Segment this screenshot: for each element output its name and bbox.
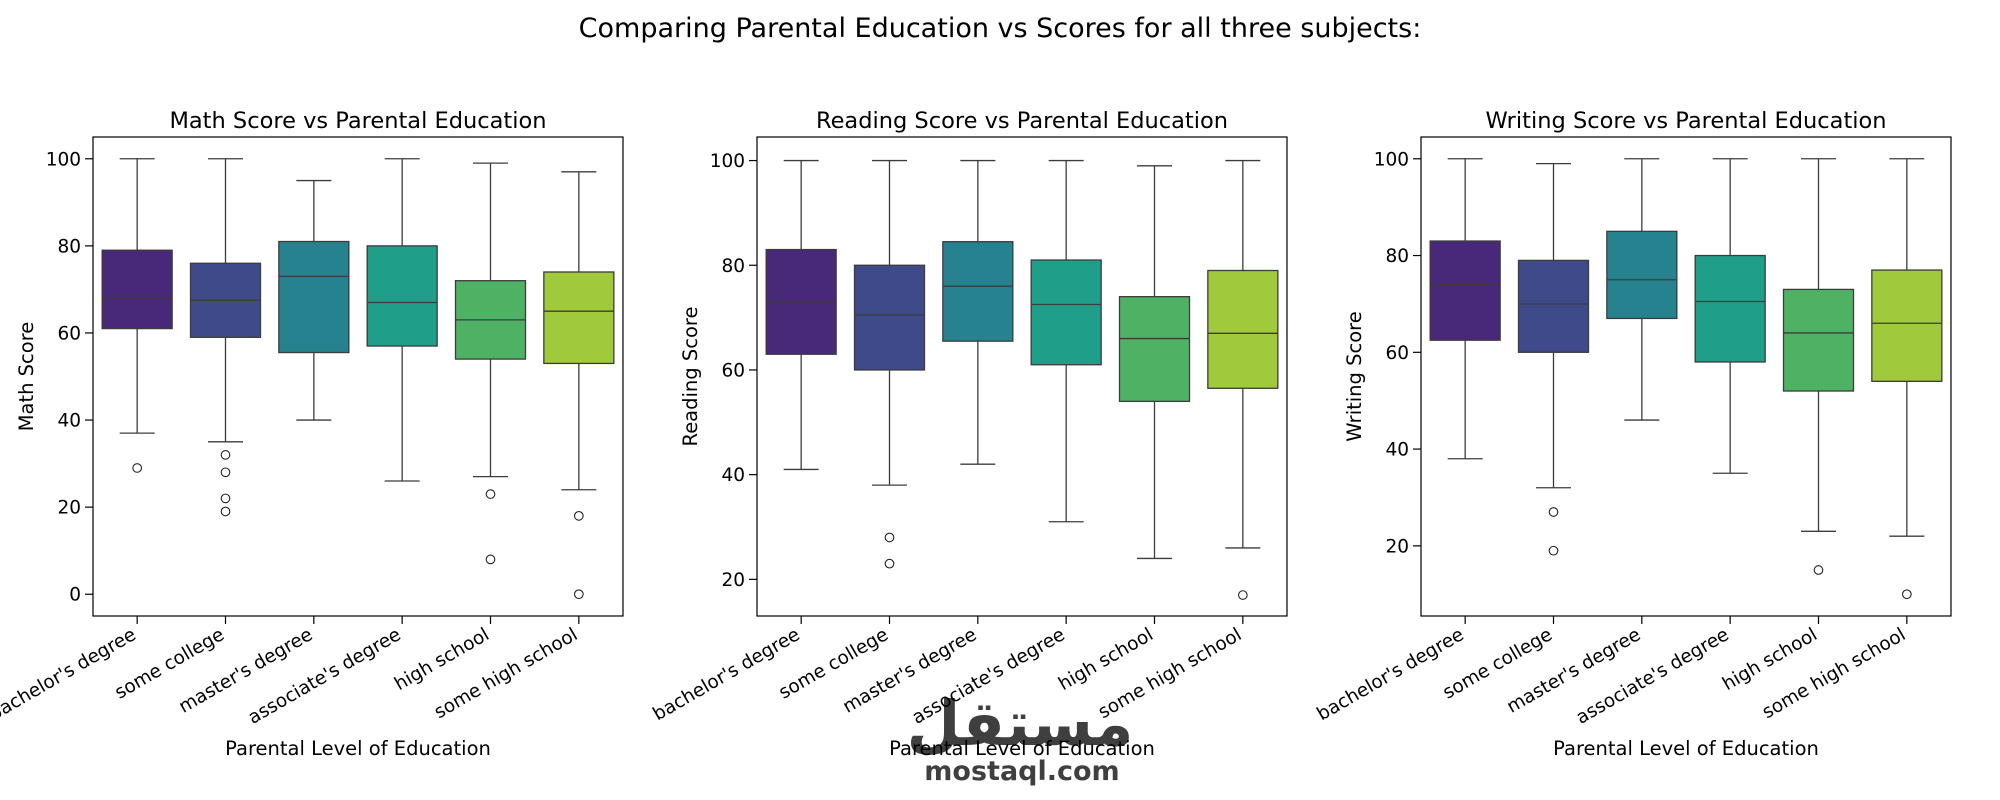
box-iqr <box>1782 288 1855 392</box>
outlier-point <box>132 463 143 473</box>
y-tick-label: 20 <box>1385 536 1409 557</box>
box-3 <box>278 179 350 421</box>
outlier-point <box>1548 545 1559 556</box>
y-tick-label: 100 <box>710 151 745 172</box>
outlier-point <box>884 532 895 543</box>
axes-frame <box>756 136 1288 617</box>
y-tick-label: 40 <box>721 465 745 486</box>
x-tick-label: bachelor's degree <box>1314 624 1468 725</box>
axes-frame <box>92 136 624 617</box>
y-tick-label: 20 <box>721 570 745 591</box>
outlier-point <box>884 558 895 569</box>
watermark: مستقل mostaql.com <box>907 687 1134 787</box>
box-iqr <box>543 271 615 365</box>
y-tick-label: 100 <box>1374 149 1409 170</box>
box-5 <box>1118 165 1191 560</box>
y-tick-label: 40 <box>57 411 81 432</box>
axes-frame <box>1420 136 1952 617</box>
panel-title: Reading Score vs Parental Education <box>816 108 1228 134</box>
box-iqr <box>1118 296 1191 403</box>
box-3 <box>942 159 1014 465</box>
y-tick-label: 60 <box>721 360 745 381</box>
box-5 <box>454 162 527 565</box>
box-iqr <box>1030 259 1102 366</box>
box-iqr <box>853 264 926 371</box>
box-6 <box>543 171 615 600</box>
panel-title: Math Score vs Parental Education <box>169 108 546 134</box>
box-1 <box>101 158 173 473</box>
box-1 <box>1429 158 1501 460</box>
outlier-point <box>220 506 231 517</box>
y-tick-label: 20 <box>57 498 81 519</box>
y-tick-label: 80 <box>1385 246 1409 267</box>
x-axis-label: Parental Level of Education <box>1553 737 1819 760</box>
outlier-point <box>1548 507 1559 517</box>
chart-panel-1: Math Score vs Parental Education 0 20 40 60 8… <box>0 108 624 760</box>
box-2 <box>1517 162 1590 556</box>
box-1 <box>765 159 837 471</box>
outlier-point <box>573 510 584 521</box>
y-tick-label: 60 <box>57 323 81 344</box>
box-iqr <box>1871 269 1943 382</box>
box-2 <box>189 158 262 517</box>
outlier-point <box>485 554 496 565</box>
box-6 <box>1871 158 1943 600</box>
y-tick-label: 80 <box>57 236 81 257</box>
figure-suptitle: Comparing Parental Education vs Scores f… <box>579 13 1422 44</box>
chart-panel-2: Reading Score vs Parental Education 20 40 6… <box>650 108 1288 760</box>
outlier-point <box>220 450 231 460</box>
outlier-point <box>220 493 231 504</box>
box-2 <box>853 159 926 569</box>
x-tick-label: bachelor's degree <box>650 624 804 725</box>
box-4 <box>1694 158 1766 474</box>
y-axis-label: Reading Score <box>679 307 702 447</box>
panel-title: Writing Score vs Parental Education <box>1485 108 1886 134</box>
box-4 <box>1030 159 1102 523</box>
x-axis-label: Parental Level of Education <box>225 737 491 760</box>
box-iqr <box>1207 269 1279 389</box>
box-iqr <box>278 240 350 354</box>
watermark-site: mostaql.com <box>924 756 1119 787</box>
y-tick-label: 80 <box>721 256 745 277</box>
x-tick-label: associate's degree <box>245 624 405 729</box>
x-tick-label: associate's degree <box>1573 624 1733 729</box>
box-iqr <box>1694 254 1766 363</box>
outlier-point <box>485 489 496 499</box>
y-tick-label: 0 <box>69 585 81 606</box>
box-iqr <box>366 245 438 347</box>
box-3 <box>1606 158 1678 421</box>
box-iqr <box>942 241 1014 342</box>
y-tick-label: 60 <box>1385 343 1409 364</box>
y-tick-label: 40 <box>1385 440 1409 461</box>
x-tick-label: bachelor's degree <box>0 624 140 725</box>
box-iqr <box>101 249 173 330</box>
outlier-point <box>573 589 584 600</box>
box-iqr <box>1606 230 1678 320</box>
chart-panel-3: Writing Score vs Parental Education 20 40 6… <box>1314 108 1952 760</box>
x-tick-label: some high school <box>431 624 582 723</box>
x-tick-label: some high school <box>1759 624 1910 723</box>
x-axis-label: Parental Level of Education <box>889 737 1155 760</box>
box-4 <box>366 158 438 482</box>
outlier-point <box>220 467 231 478</box>
y-axis-label: Writing Score <box>1343 311 1366 441</box>
outlier-point <box>1901 589 1912 600</box>
outlier-point <box>1237 590 1248 600</box>
y-tick-label: 100 <box>46 149 81 170</box>
y-axis-label: Math Score <box>15 322 38 432</box>
outlier-point <box>1813 565 1824 575</box>
box-6 <box>1207 159 1279 600</box>
box-iqr <box>1517 259 1590 353</box>
box-iqr <box>1429 240 1501 341</box>
watermark-logo: مستقل <box>907 687 1134 760</box>
box-5 <box>1782 158 1855 575</box>
